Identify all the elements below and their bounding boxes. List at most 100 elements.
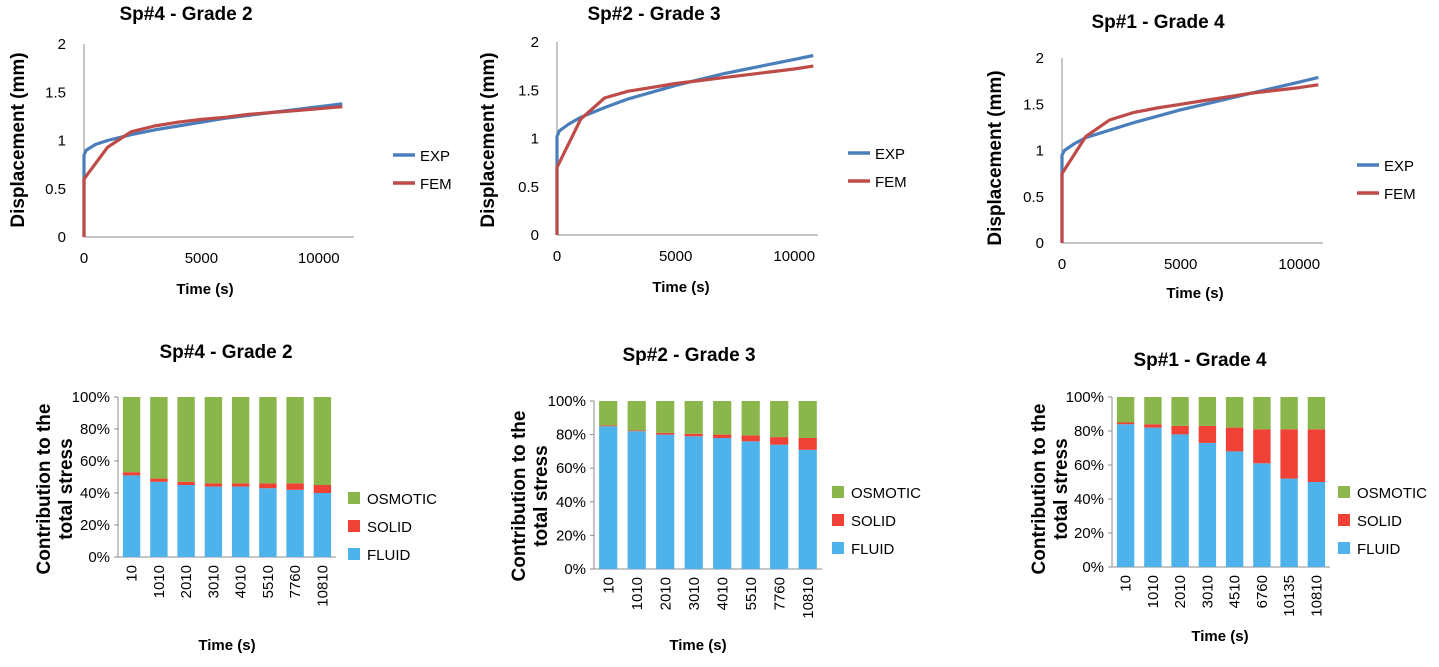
y-axis-label-line: total stress xyxy=(56,438,77,539)
legend-label-exp: EXP xyxy=(420,148,450,165)
legend-label-osmotic: OSMOTIC xyxy=(367,491,437,508)
bar-segment-solid xyxy=(122,472,141,476)
x-axis-label: Time (s) xyxy=(198,637,255,654)
bar-segment-osmotic xyxy=(1171,397,1189,426)
y-axis-label: Contribution to thetotal stress xyxy=(34,404,77,575)
bar-segment-fluid xyxy=(1225,451,1244,567)
y-tick-label: 80% xyxy=(1074,423,1104,440)
legend-label-fluid: FLUID xyxy=(1357,541,1401,558)
x-tick-label: 5000 xyxy=(659,248,692,265)
bar-segment-fluid xyxy=(741,441,760,569)
y-axis-label: Displacement (mm) xyxy=(8,52,29,227)
bar-segment-solid xyxy=(741,435,760,442)
bar-segment-osmotic xyxy=(259,397,277,484)
x-category-label: 3010 xyxy=(686,577,703,610)
y-tick-label: 40% xyxy=(1074,491,1104,508)
legend-swatch-osmotic xyxy=(1338,486,1350,498)
y-tick-label: 20% xyxy=(1074,525,1104,542)
y-axis-label: Contribution to thetotal stress xyxy=(509,411,552,582)
y-tick-label: 2 xyxy=(58,36,66,53)
series-line-fem xyxy=(555,64,814,235)
bar-segment-osmotic xyxy=(798,401,817,438)
bar-segment-solid xyxy=(1144,424,1162,428)
y-tick-label: 40% xyxy=(556,494,586,511)
x-axis-label: Time (s) xyxy=(1166,285,1223,302)
series-line-fem xyxy=(82,105,343,237)
x-category-label: 4010 xyxy=(714,577,731,610)
y-tick-label: 0 xyxy=(531,227,539,244)
x-category-label: 2010 xyxy=(1172,575,1189,608)
series-line-exp xyxy=(82,102,343,237)
x-axis-label: Time (s) xyxy=(652,279,709,296)
x-category-label: 4510 xyxy=(1227,575,1244,608)
bar-segment-fluid xyxy=(286,489,304,557)
x-category-label: 10 xyxy=(600,577,617,594)
y-tick-label: 0 xyxy=(58,229,66,246)
bar-segment-osmotic xyxy=(1144,397,1162,425)
y-tick-label: 80% xyxy=(80,421,110,438)
bar-segment-solid xyxy=(204,483,223,487)
legend-label-osmotic: OSMOTIC xyxy=(851,485,921,502)
legend: OSMOTIC SOLID FLUID xyxy=(348,491,437,564)
bar-segment-osmotic xyxy=(713,401,732,435)
bar-segment-osmotic xyxy=(1253,397,1271,430)
line-chart-1: Sp#4 - Grade 2 0 0.5 1 1.5 2 0 5000 10000 Time (s… xyxy=(8,4,452,298)
y-tick-label: 2 xyxy=(531,34,539,51)
bar-segment-solid xyxy=(684,433,703,437)
bar-segment-osmotic xyxy=(1307,397,1326,430)
bar-segment-osmotic xyxy=(1225,397,1244,428)
bar-segment-fluid xyxy=(770,444,789,569)
bar-segment-fluid xyxy=(1280,478,1298,567)
bar-segment-solid xyxy=(286,483,304,490)
legend-label-solid: SOLID xyxy=(851,513,896,530)
bar-segment-fluid xyxy=(259,488,277,557)
x-category-label: 6760 xyxy=(1254,575,1271,608)
x-category-label: 10810 xyxy=(1308,575,1325,617)
bar-segment-solid xyxy=(1280,429,1298,479)
bar-segment-fluid xyxy=(599,426,618,569)
bar-segment-solid xyxy=(1116,422,1135,425)
y-tick-label: 0.5 xyxy=(1023,189,1044,206)
y-axis-label-line: total stress xyxy=(531,445,552,546)
y-tick-label: 2 xyxy=(1036,50,1044,67)
legend: OSMOTIC SOLID FLUID xyxy=(832,485,921,558)
legend-swatch-osmotic xyxy=(832,486,844,498)
x-category-label: 4010 xyxy=(233,565,250,598)
bar-segment-osmotic xyxy=(599,401,618,426)
y-tick-label: 20% xyxy=(80,517,110,534)
x-category-label: 5510 xyxy=(260,565,277,598)
bar-segment-solid xyxy=(1307,429,1326,482)
bar-segment-solid xyxy=(770,437,789,445)
y-axis-label: Displacement (mm) xyxy=(985,70,1006,245)
bar-segment-osmotic xyxy=(286,397,304,484)
legend: EXP FEM xyxy=(848,146,907,191)
bar-segment-fluid xyxy=(1144,427,1162,567)
legend-swatch-fluid xyxy=(832,542,844,554)
y-tick-label: 1.5 xyxy=(1023,96,1044,113)
legend-label-solid: SOLID xyxy=(1357,513,1402,530)
y-axis-label-line: Contribution to the xyxy=(1029,404,1050,575)
y-tick-label: 0.5 xyxy=(518,179,539,196)
x-category-label: 2010 xyxy=(657,577,674,610)
legend-swatch-solid xyxy=(1338,514,1350,526)
y-tick-label: 1.5 xyxy=(518,82,539,99)
x-category-label: 10135 xyxy=(1281,575,1298,617)
chart-title: Sp#4 - Grade 2 xyxy=(119,4,252,25)
y-tick-label: 100% xyxy=(1066,389,1104,406)
y-tick-label: 0 xyxy=(1036,235,1044,252)
bar-segment-fluid xyxy=(150,481,168,557)
y-tick-label: 1 xyxy=(1036,143,1044,160)
y-tick-label: 100% xyxy=(72,389,110,406)
series-line-exp xyxy=(555,53,814,235)
x-tick-label: 0 xyxy=(553,248,561,265)
bar-segment-osmotic xyxy=(231,397,250,484)
x-tick-label: 10000 xyxy=(298,250,340,267)
line-chart-3: Sp#1 - Grade 4 0 0.5 1 1.5 2 0 5000 10000 Time (s… xyxy=(985,12,1416,302)
legend: EXP FEM xyxy=(393,148,452,193)
series-line-exp xyxy=(1060,75,1319,243)
legend-label-fluid: FLUID xyxy=(851,541,895,558)
x-tick-label: 10000 xyxy=(773,248,815,265)
y-tick-label: 80% xyxy=(556,427,586,444)
y-tick-label: 60% xyxy=(556,460,586,477)
